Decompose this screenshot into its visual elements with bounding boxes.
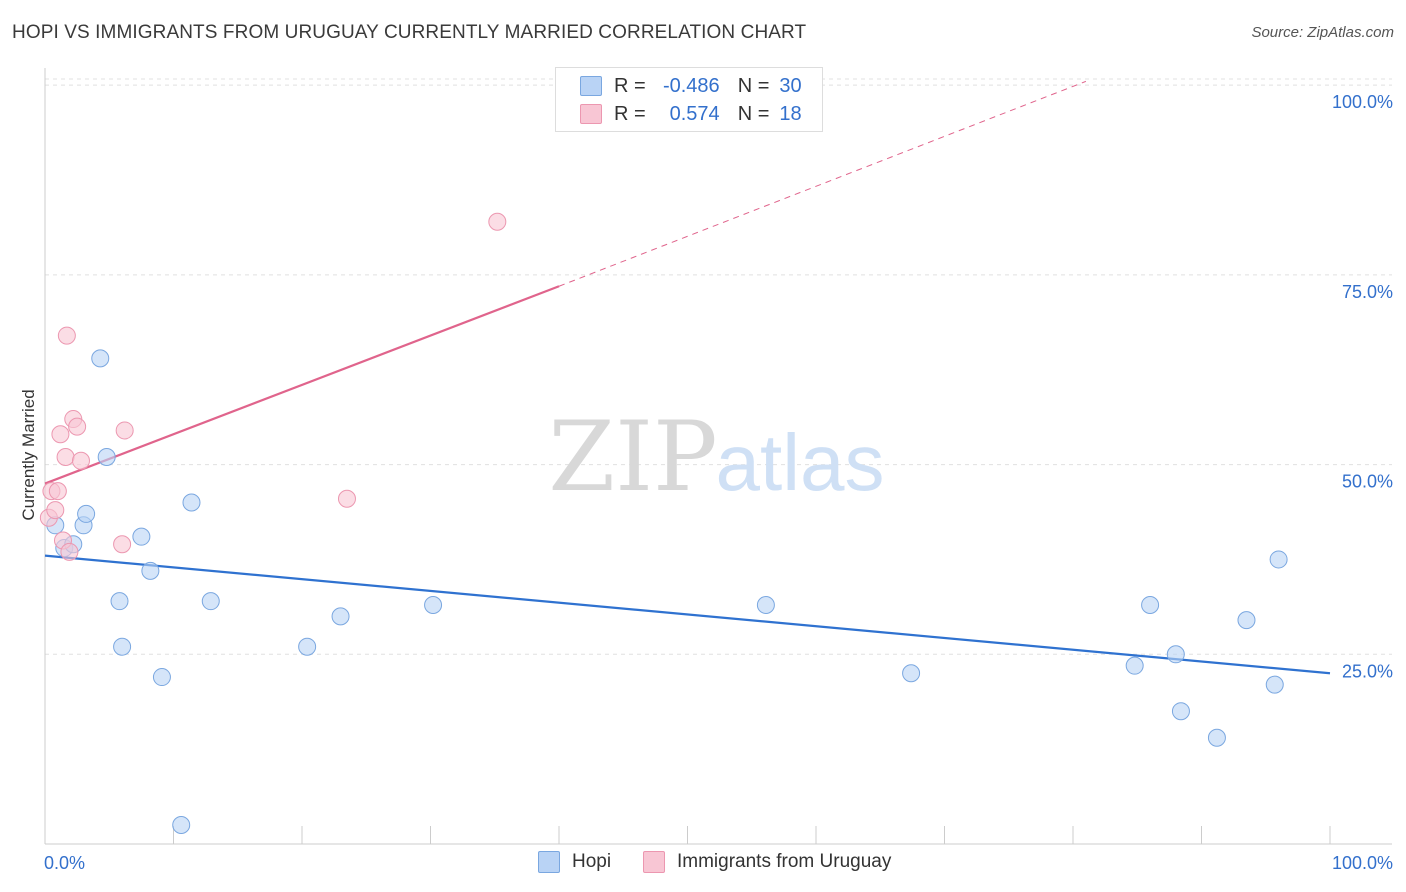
hopi-point [91, 349, 110, 368]
hopi-point [97, 448, 116, 466]
uruguay-swatch [580, 104, 602, 124]
legend-label-uruguay: Immigrants from Uruguay [677, 851, 892, 872]
hopi-point [424, 595, 443, 614]
uruguay-point [57, 326, 76, 345]
hopi-trend-line [44, 554, 1331, 675]
n-label: N = [737, 74, 770, 97]
y-tick-label: 25.0% [1342, 661, 1393, 681]
hopi-point [298, 637, 317, 656]
legend-label-hopi: Hopi [572, 851, 612, 872]
stats-row-hopi: R = -0.486 N = 30 [556, 72, 802, 100]
r-value: 0.574 [669, 102, 720, 125]
uruguay-point [337, 489, 356, 508]
hopi-point [1265, 675, 1284, 694]
uruguay-point [48, 482, 67, 501]
stats-row-uruguay: R = 0.574 N = 18 [556, 100, 802, 128]
uruguay-point [488, 212, 507, 231]
source-label: Source: ZipAtlas.com [1251, 24, 1394, 41]
uruguay-point [71, 451, 90, 470]
x-tick-label-start: 0.0% [44, 853, 85, 873]
series-legend: Hopi Immigrants from Uruguay [0, 851, 1406, 879]
axes [44, 68, 1392, 845]
hopi-point [141, 561, 160, 580]
hopi-point [1237, 611, 1256, 630]
uruguay-point [68, 417, 87, 436]
hopi-point [172, 816, 191, 835]
hopi-point [1166, 645, 1185, 664]
hopi-point [113, 637, 132, 656]
hopi-point [1269, 550, 1288, 569]
hopi-point [1171, 702, 1190, 721]
uruguay-point [56, 448, 75, 466]
n-value: 18 [779, 102, 802, 125]
r-value: -0.486 [662, 74, 720, 97]
hopi-legend-swatch [538, 851, 560, 873]
legend-item-hopi[interactable]: Hopi [538, 851, 611, 873]
n-value: 30 [779, 74, 802, 97]
hopi-point [1125, 656, 1144, 675]
uruguay-point [113, 535, 132, 554]
uruguay-point [115, 421, 134, 440]
legend-item-uruguay[interactable]: Immigrants from Uruguay [643, 851, 891, 873]
hopi-point [1141, 595, 1160, 614]
y-tick-label: 100.0% [1332, 92, 1393, 112]
r-label: R = [614, 74, 646, 97]
hopi-point [201, 592, 220, 611]
hopi-point [902, 664, 921, 683]
grid-lines [45, 78, 1392, 655]
hopi-point [77, 504, 96, 523]
uruguay-legend-swatch [643, 851, 665, 873]
uruguay-point [60, 542, 79, 561]
hopi-point [331, 607, 350, 626]
y-tick-label: 50.0% [1342, 472, 1393, 492]
uruguay-point [46, 501, 65, 520]
hopi-point [1207, 728, 1226, 747]
stats-legend: R = -0.486 N = 30 R = 0.574 N = 18 [555, 67, 823, 132]
n-label: N = [737, 102, 770, 125]
hopi-point [182, 493, 201, 512]
trend-lines [44, 80, 1331, 675]
watermark-atlas: atlas [716, 418, 885, 507]
uruguay-point [51, 425, 70, 444]
tick-labels: 25.0% 50.0% 75.0% 100.0% 0.0% 100.0% [44, 92, 1393, 873]
hopi-point [132, 527, 151, 546]
hopi-point [152, 668, 171, 687]
hopi-point [110, 592, 129, 611]
uruguay-trend-line [44, 285, 560, 485]
r-label: R = [614, 102, 646, 125]
y-axis-label: Currently Married [19, 389, 38, 520]
y-tick-label: 75.0% [1342, 282, 1393, 302]
hopi-point [756, 595, 775, 614]
watermark-zip: ZIP [548, 401, 717, 513]
hopi-swatch [580, 76, 602, 96]
chart-title: HOPI VS IMMIGRANTS FROM URUGUAY CURRENTL… [12, 22, 807, 43]
x-tick-label-end: 100.0% [1332, 853, 1393, 873]
data-points [39, 212, 1288, 835]
